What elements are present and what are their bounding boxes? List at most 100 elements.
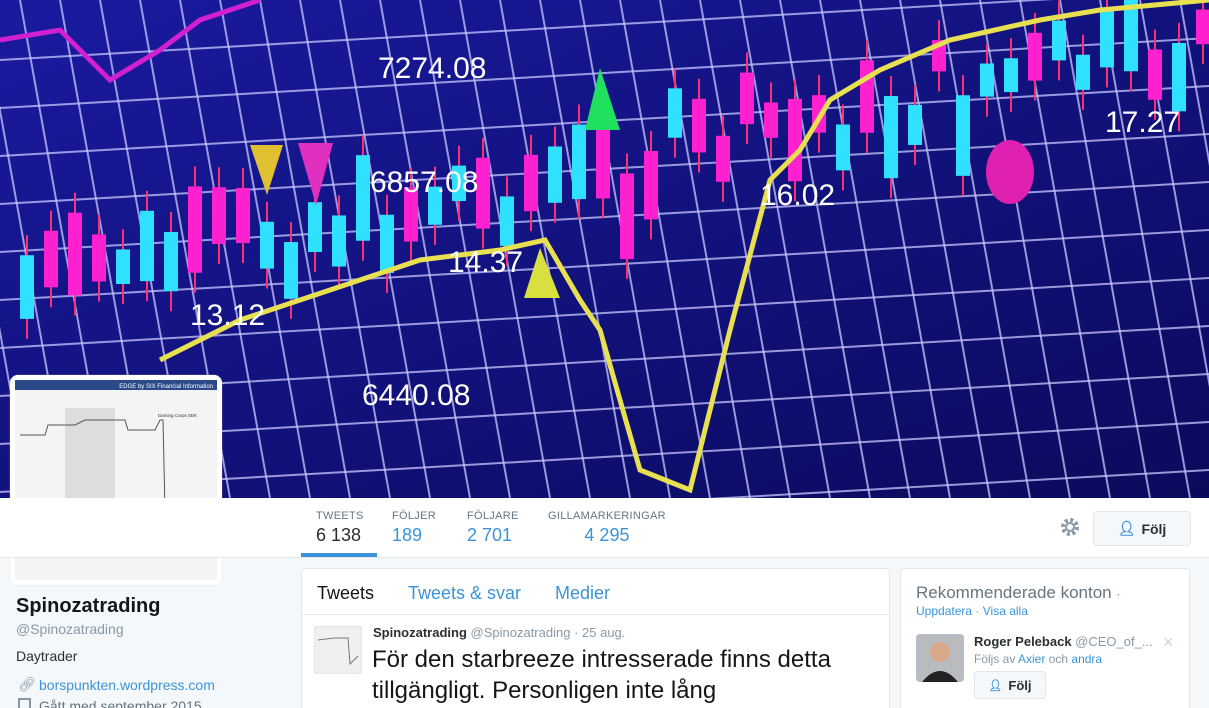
banner-candle [1148,49,1162,100]
account-name[interactable]: Roger Peleback [974,634,1072,649]
banner-candle [1052,20,1066,61]
separator: · [1116,587,1121,601]
banner-label: 6857.08 [370,166,478,199]
banner-grid [619,0,711,498]
banner-candle [404,187,418,242]
banner-candle [92,234,106,282]
account-face [930,642,950,662]
stat-value: 189 [392,525,423,545]
banner-candle [284,242,298,299]
stat[interactable]: GILLAMARKERINGAR 4 295 [548,510,666,546]
banner-grid [499,0,591,498]
stat[interactable]: FÖLJER 189 [392,510,436,546]
banner-circle [986,140,1034,204]
stat-label: FÖLJER [392,510,436,522]
banner-grid [0,0,1054,61]
profile-bio: Daytrader [16,648,78,664]
banner-candle [884,96,898,179]
banner-candle [452,165,466,202]
recommended-card: Rekommenderade konton · Uppdatera · Visa… [900,568,1190,708]
active-underline [301,553,377,557]
banner-candle [332,215,346,267]
banner-candle [1028,32,1042,81]
stat[interactable]: TWEETS 6 138 [316,510,364,546]
profile-name[interactable]: Spinozatrading [16,595,161,617]
banner-candle [860,60,874,133]
banner-candle [68,212,82,296]
banner-candle [788,98,802,182]
banner-candle [308,202,322,252]
settings-icon[interactable] [1060,517,1080,537]
banner-candle [476,157,490,229]
tweet-name[interactable]: Spinozatrading [373,625,467,640]
banner-triangle [250,145,283,195]
calendar-icon [18,698,31,708]
separator: · [975,604,980,618]
stat-value: 6 138 [316,525,362,545]
gear [1065,522,1075,532]
banner-grid [979,0,1071,498]
stat-value: 4 295 [584,525,630,545]
update-link[interactable]: Uppdatera [916,604,973,618]
banner-grid [939,0,1031,498]
recommended-header: Rekommenderade konton · [916,583,1120,603]
banner-grid [179,0,271,498]
follower-link[interactable]: Axier [1018,652,1046,666]
banner-candle [428,186,442,225]
banner-label: 14.37 [448,246,523,279]
account-avatar[interactable] [916,634,964,682]
banner-candle [164,232,178,292]
link-icon: 🔗︎ [18,676,36,692]
banner-triangle [524,248,560,298]
timeline-tabs: Tweets Tweets & svar Medier [302,569,889,615]
timeline-card: Tweets Tweets & svar Medier Spinozatrading… [301,568,890,708]
timeline-tab[interactable]: Medier [555,583,611,603]
banner-candle [980,63,994,97]
timeline-tab[interactable]: Tweets & svar [408,583,522,603]
dismiss-button[interactable]: × [1163,632,1174,652]
banner-candle [212,187,226,244]
follow-icon: 👤︎ [988,679,1003,692]
others-link[interactable]: andra [1071,652,1103,666]
banner-grid [0,37,1209,109]
banner-grid [739,0,831,498]
banner-candle [1100,8,1114,68]
recommended-actions: Uppdatera · Visa alla [916,604,1028,618]
account-handle[interactable]: @CEO_of_... [1075,634,1153,649]
follow-button[interactable]: 👤︎ Följ [1093,511,1191,546]
timeline-tab[interactable]: Tweets [317,583,375,603]
stat[interactable]: FÖLJARE 2 701 [467,510,519,546]
followed-by: Följs av [974,652,1016,666]
banner-candle [380,214,394,273]
profile-url[interactable]: borspunkten.wordpress.com [39,677,215,693]
stat-value: 2 701 [467,525,513,545]
account-header: Roger Peleback @CEO_of_... [974,634,1153,649]
account-follow-button[interactable]: 👤︎ Följ [974,671,1046,699]
banner-line [0,0,261,84]
banner-triangle [298,143,333,205]
banner-candle [260,221,274,269]
banner-grid [1099,0,1191,498]
see-all-link[interactable]: Visa alla [982,604,1028,618]
banner-label: 7274.08 [378,52,486,85]
banner-candle [956,95,970,176]
tweet-handle[interactable]: @Spinozatrading [470,625,571,640]
banner-grid [539,0,631,498]
banner-grid [0,229,1209,301]
recommended-title: Rekommenderade konton [916,583,1112,602]
banner-candle [572,124,586,200]
tweet-avatar[interactable] [314,626,362,674]
banner-candle [716,135,730,182]
tweet-time[interactable]: · 25 aug. [574,625,626,640]
banner-candle [500,196,514,246]
banner-grid [899,0,991,498]
banner-label: 6440.08 [362,379,470,412]
follow-icon: 👤︎ [1117,520,1136,536]
banner-candle [188,186,202,273]
tweet-text: För den starbreeze intresserade finns de… [372,646,831,704]
banner-candle [620,173,634,260]
banner-candle [236,187,250,244]
follow-label: Följ [1141,520,1167,537]
